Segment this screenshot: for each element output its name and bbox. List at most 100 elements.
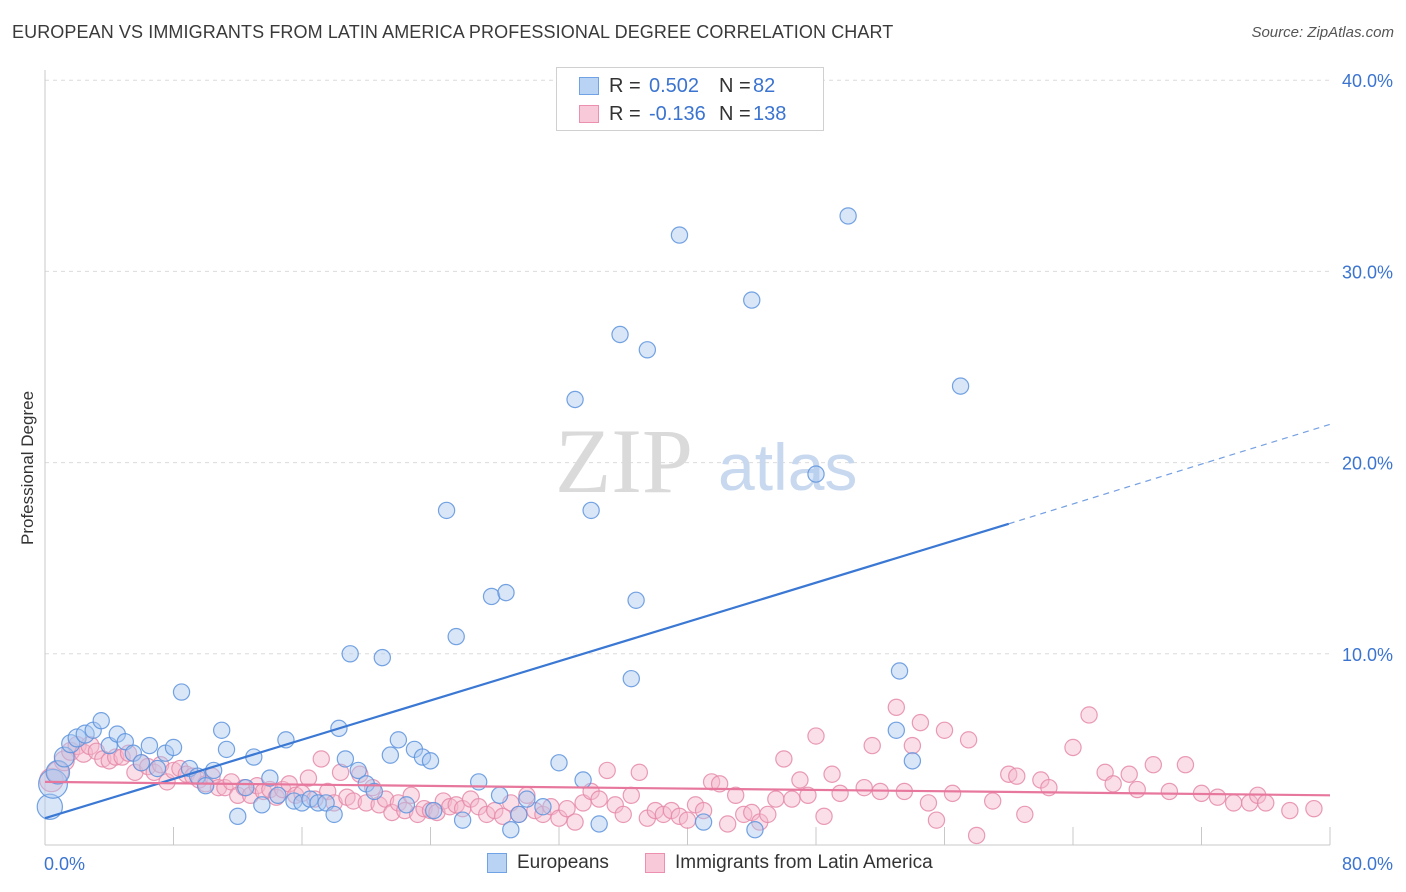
n-label: N = [719, 102, 751, 125]
axes [44, 70, 1331, 846]
latin-america-point [1305, 799, 1323, 818]
european-point [92, 712, 110, 730]
latin-america-swatch [579, 105, 599, 123]
chart-title: EUROPEAN VS IMMIGRANTS FROM LATIN AMERIC… [12, 22, 894, 42]
latin-america-point [943, 784, 962, 803]
european-point [269, 786, 287, 804]
european-point [807, 465, 825, 483]
european-point [890, 662, 909, 680]
y-tick-label: 20.0% [1342, 454, 1393, 474]
latin-america-point [718, 815, 737, 833]
latin-america-point [1257, 794, 1275, 812]
european-point [743, 291, 761, 309]
european-point [590, 815, 608, 833]
latin-america-point [1080, 706, 1098, 724]
european-point [325, 805, 343, 824]
europeans-trend-line [44, 522, 1010, 820]
european-point [566, 390, 584, 409]
latin-america-point [344, 792, 363, 810]
r-label: R = [609, 102, 641, 125]
legend-item-latin-america: Immigrants from Latin America [645, 852, 933, 874]
n-value: 138 [753, 102, 787, 125]
latin-america-point [590, 790, 608, 808]
europeans-trend-extension [1008, 423, 1331, 525]
european-point [229, 807, 247, 826]
latin-america-point [959, 731, 978, 749]
n-label: N = [719, 74, 751, 97]
latin-america-point [1120, 765, 1138, 783]
european-point [611, 325, 629, 344]
european-point [425, 801, 443, 820]
latin-america-point [767, 790, 785, 808]
watermark-atlas: atlas [718, 430, 857, 504]
r-value: -0.136 [649, 102, 706, 125]
correlation-legend: R = 0.502 N = 82 R = -0.136 N = 138 [556, 67, 824, 131]
europeans-swatch [579, 77, 599, 95]
latin-america-point [402, 786, 420, 804]
european-point [746, 821, 764, 839]
latin-america-point [967, 826, 986, 845]
european-point [253, 796, 271, 814]
series-legend: Europeans Immigrants from Latin America [0, 852, 1406, 878]
european-point [172, 683, 191, 701]
legend-label: Europeans [517, 852, 609, 873]
european-point [550, 754, 568, 772]
latin-america-point [807, 727, 825, 745]
european-point [36, 793, 64, 820]
latin-america-point [622, 786, 640, 804]
latin-america-trend-line [44, 780, 1331, 797]
latin-america-point [855, 778, 873, 797]
r-value: 0.502 [649, 74, 700, 97]
european-point [217, 740, 236, 759]
latin-america-point [312, 750, 330, 768]
european-point [482, 587, 501, 606]
european-point [534, 798, 552, 816]
latin-america-point [1008, 767, 1026, 785]
latin-america-point [383, 803, 401, 822]
european-point [627, 591, 645, 609]
european-point [381, 746, 400, 764]
european-point [336, 750, 355, 768]
r-label: R = [609, 74, 641, 97]
european-point [447, 627, 465, 646]
latin-america-point [678, 811, 697, 829]
latin-america-point [1224, 794, 1243, 812]
latin-america-point [887, 698, 906, 717]
latin-america-point [1016, 805, 1034, 824]
latin-america-point [119, 744, 138, 762]
latin-america-point [1160, 782, 1179, 801]
european-point [490, 786, 509, 804]
latin-america-point [1128, 780, 1146, 799]
latin-america-points [39, 698, 1323, 845]
latin-america-point [775, 750, 793, 768]
watermark-zip: ZIP [555, 410, 693, 512]
n-value: 82 [753, 74, 776, 97]
european-point [212, 721, 231, 739]
y-tick-label: 30.0% [1342, 262, 1393, 282]
x-tick-label: 80.0% [1342, 854, 1393, 874]
latin-america-point [1104, 775, 1122, 793]
latin-america-point [1208, 788, 1227, 806]
european-point [839, 207, 857, 225]
latin-america-point [863, 736, 881, 755]
latin-america-point [1176, 755, 1195, 774]
european-point [75, 724, 95, 744]
european-point [518, 790, 536, 808]
latin-america-point [815, 807, 833, 826]
y-tick-label: 10.0% [1342, 645, 1393, 665]
european-point [903, 752, 922, 770]
latin-america-point [566, 813, 584, 831]
european-point [38, 768, 69, 799]
y-tick-label: 40.0% [1342, 71, 1393, 91]
european-point [341, 645, 359, 663]
latin-america-point [614, 805, 632, 824]
latin-america-point [791, 771, 809, 789]
latin-america-point [299, 769, 318, 787]
european-point [622, 669, 640, 688]
latin-america-point [911, 713, 930, 732]
legend-item-europeans: Europeans [487, 852, 609, 874]
european-point [497, 583, 515, 602]
trend-lines [44, 423, 1331, 820]
european-point [694, 813, 713, 831]
